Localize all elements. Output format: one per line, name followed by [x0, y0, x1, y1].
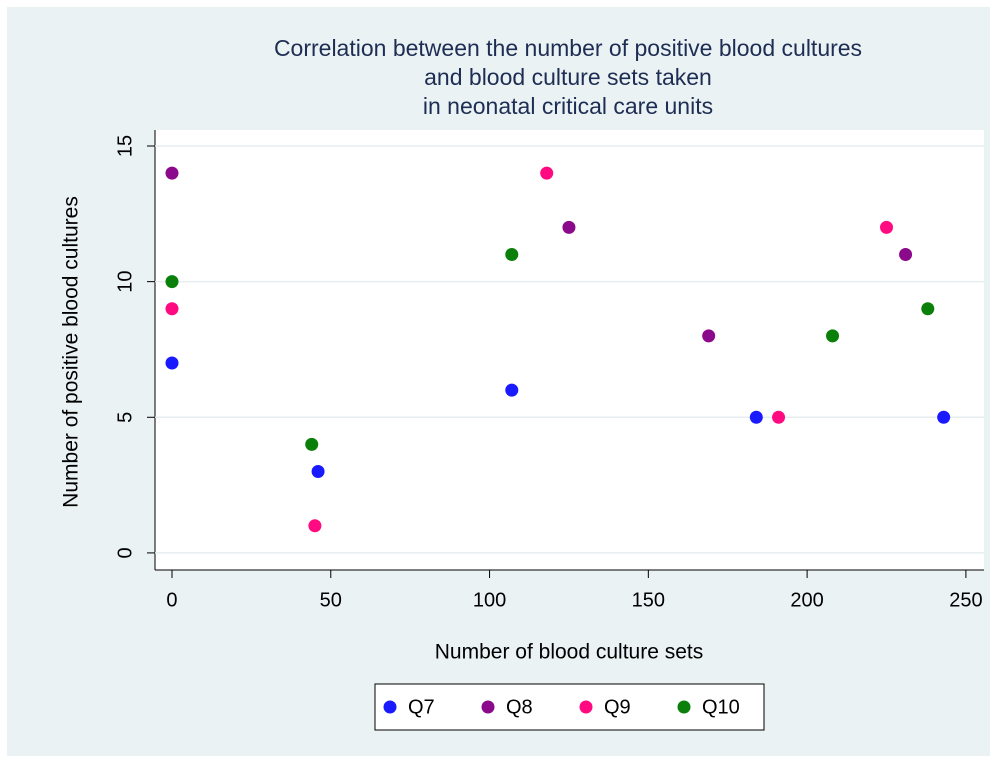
legend	[374, 683, 765, 731]
point	[505, 248, 519, 262]
point	[880, 220, 894, 234]
x-tick-label: 50	[320, 589, 342, 611]
point	[308, 519, 322, 533]
legend-marker	[383, 700, 397, 714]
y-axis-title: Number of positive blood cultures	[60, 196, 83, 508]
legend-label: Q8	[506, 696, 533, 718]
y-tick-label: 10	[114, 271, 136, 293]
chart-title: Correlation between the number of positi…	[274, 35, 862, 61]
x-tick-label: 200	[790, 589, 823, 611]
legend-marker	[481, 700, 495, 714]
y-tick-label: 15	[114, 135, 136, 157]
point	[311, 465, 325, 479]
plot-area	[155, 130, 984, 570]
point	[562, 220, 576, 234]
y-tick-label: 5	[114, 412, 136, 423]
x-tick-label: 150	[632, 589, 665, 611]
chart-title: in neonatal critical care units	[423, 93, 713, 119]
point	[826, 329, 840, 343]
point	[505, 383, 519, 397]
legend-marker	[677, 700, 691, 714]
point	[305, 437, 319, 451]
point	[921, 302, 935, 316]
x-tick-label: 250	[949, 589, 982, 611]
legend-marker	[579, 700, 593, 714]
legend-label: Q9	[604, 696, 631, 718]
point	[165, 166, 179, 180]
chart-title: and blood culture sets taken	[424, 64, 712, 90]
point	[165, 275, 179, 289]
x-tick-label: 0	[166, 589, 177, 611]
point	[772, 410, 786, 424]
x-tick-label: 100	[473, 589, 506, 611]
legend-label: Q10	[702, 696, 740, 718]
point	[165, 302, 179, 316]
point	[937, 410, 951, 424]
legend-label: Q7	[408, 696, 435, 718]
x-axis-title: Number of blood culture sets	[435, 641, 703, 664]
point	[749, 410, 763, 424]
point	[899, 248, 913, 262]
point	[165, 356, 179, 370]
y-tick-label: 0	[114, 547, 136, 558]
point	[540, 166, 554, 180]
point	[702, 329, 716, 343]
